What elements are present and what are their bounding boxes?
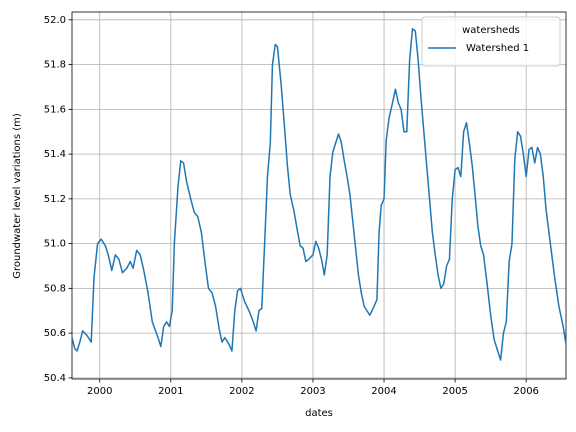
x-tick-label: 2000 xyxy=(87,386,112,397)
y-tick-label: 50.6 xyxy=(44,328,66,339)
axes-frame xyxy=(71,11,567,380)
x-tick-label: 2003 xyxy=(300,386,325,397)
y-tick-label: 51.0 xyxy=(44,239,66,250)
y-axis-label: Groundwater level variations (m) xyxy=(12,113,23,279)
x-tick-label: 2006 xyxy=(513,386,538,397)
y-tick-label: 50.8 xyxy=(44,283,66,294)
x-tick-label: 2005 xyxy=(442,386,467,397)
x-tick-label: 2004 xyxy=(371,386,396,397)
legend-label: Watershed 1 xyxy=(466,43,529,54)
y-tick-label: 51.2 xyxy=(44,194,66,205)
legend-title: watersheds xyxy=(462,25,520,36)
x-axis-label: dates xyxy=(305,408,333,419)
x-tick-label: 2001 xyxy=(158,386,183,397)
y-tick-label: 52.0 xyxy=(44,15,66,26)
y-tick-label: 50.4 xyxy=(44,373,66,384)
y-tick-label: 51.8 xyxy=(44,60,66,71)
series-line xyxy=(71,28,567,361)
legend-box xyxy=(421,16,561,67)
y-tick-label: 51.4 xyxy=(44,149,66,160)
y-tick-label: 51.6 xyxy=(44,104,66,115)
legend: watersheds Watershed 1 xyxy=(421,16,561,67)
x-tick-label: 2002 xyxy=(229,386,254,397)
